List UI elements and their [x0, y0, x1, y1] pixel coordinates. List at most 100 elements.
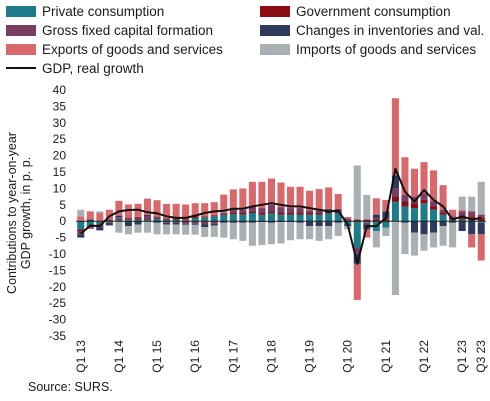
- legend-item: Changes in inventories and val.: [260, 21, 484, 39]
- bar-segment: [115, 215, 123, 218]
- bar-segment: [430, 170, 438, 202]
- bar-segment: [267, 211, 275, 213]
- bar-segment: [315, 213, 323, 215]
- bar-segment: [363, 194, 371, 220]
- bar-segment: [86, 227, 94, 229]
- bar-segment: [372, 217, 380, 220]
- y-axis-title: Contributions to year-on-year: [5, 132, 19, 294]
- bar-segment: [287, 222, 295, 241]
- bar-segment: [372, 219, 380, 222]
- legend-swatch: [260, 5, 290, 17]
- bar-segment: [458, 221, 466, 232]
- bar-segment: [210, 225, 218, 237]
- y-tick-label: -20: [49, 280, 67, 294]
- bar-segment: [229, 212, 237, 214]
- y-axis: 40 35 30 25 20 15 10 5 0 -5 -10 -15 -20 -25 -30 -35: [49, 83, 67, 343]
- bar-segment: [430, 206, 438, 210]
- bar-segment: [239, 213, 247, 215]
- bar-segment: [220, 221, 228, 223]
- bar-segment: [325, 226, 333, 240]
- chart-plot: Contributions to year-on-year GDP growth…: [5, 83, 488, 373]
- y-tick-label: -10: [49, 247, 67, 261]
- bar-segment: [239, 222, 247, 241]
- bar-segment: [353, 247, 361, 254]
- bar-segment: [220, 194, 228, 213]
- bar-segment: [296, 222, 304, 240]
- bar-segment: [172, 219, 180, 222]
- bar-segment: [363, 229, 371, 238]
- bar-segment: [391, 98, 399, 176]
- bar-segment: [401, 222, 409, 254]
- x-tick-label: Q1 20: [341, 340, 355, 373]
- bar-segment: [210, 215, 218, 217]
- bar-segment: [220, 214, 228, 222]
- bar-segment: [477, 214, 485, 218]
- legend-item: Imports of goods and services: [260, 40, 476, 58]
- legend-item: Government consumption: [260, 2, 451, 20]
- bar-segment: [430, 201, 438, 207]
- bar-segment: [248, 181, 256, 207]
- x-tick-label: Q1 15: [150, 340, 164, 373]
- bar-segment: [315, 221, 323, 227]
- bar-segment: [277, 222, 285, 244]
- bar-segment: [363, 221, 371, 223]
- x-tick-label: Q1 19: [303, 340, 317, 373]
- bar-segment: [201, 216, 209, 218]
- bar-segment: [105, 223, 113, 226]
- bar-segment: [315, 210, 323, 213]
- bar-segment: [287, 214, 295, 222]
- bar-segment: [182, 219, 190, 221]
- bar-segment: [229, 222, 237, 240]
- legend-swatch: [6, 43, 36, 55]
- bar-segment: [420, 199, 428, 204]
- bar-segment: [96, 227, 104, 231]
- bar-segment: [143, 198, 152, 215]
- bar-segment: [382, 199, 390, 212]
- legend-item: Private consumption: [6, 2, 164, 20]
- bar-segment: [153, 221, 161, 223]
- bar-segment: [210, 223, 218, 226]
- bar-segment: [115, 219, 123, 222]
- bar-segment: [86, 219, 94, 222]
- bar-segment: [410, 196, 419, 204]
- bar-segment: [163, 221, 171, 223]
- bar-segment: [267, 221, 275, 223]
- x-tick-label: Q1 14: [112, 340, 126, 373]
- bar-segment: [124, 204, 132, 218]
- bar-segment: [153, 222, 161, 235]
- bar-segment: [315, 214, 323, 222]
- bar-segment: [410, 208, 419, 222]
- bar-segment: [210, 216, 218, 222]
- bar-segment: [344, 216, 352, 219]
- bar-segment: [134, 219, 142, 222]
- bar-segment: [105, 222, 113, 224]
- bar-segment: [306, 226, 314, 240]
- bar-segment: [306, 190, 314, 211]
- bar-segment: [372, 198, 380, 215]
- bar-segment: [401, 157, 409, 195]
- bar-segment: [153, 217, 161, 219]
- bar-segment: [172, 224, 180, 235]
- bar-segment: [134, 221, 142, 225]
- bar-segment: [468, 221, 476, 235]
- legend-swatch: [6, 24, 36, 36]
- bar-segment: [258, 214, 266, 222]
- bar-segment: [258, 213, 266, 215]
- bar-segment: [182, 221, 190, 224]
- bar-segment: [86, 221, 94, 227]
- bar-segment: [439, 185, 447, 210]
- bar-segment: [239, 214, 247, 222]
- bar-segment: [430, 209, 438, 222]
- bar-segment: [96, 211, 104, 213]
- bar-segment: [334, 221, 342, 223]
- bar-segment: [353, 221, 361, 248]
- bar-segment: [353, 263, 361, 300]
- bar-segment: [239, 221, 247, 223]
- bar-segment: [86, 211, 94, 220]
- bar-segment: [191, 223, 199, 225]
- bar-segment: [258, 222, 266, 246]
- bar-segment: [458, 216, 466, 220]
- bar-segment: [458, 209, 466, 212]
- bar-segment: [77, 221, 85, 230]
- x-tick-label: Q1 22: [417, 340, 431, 373]
